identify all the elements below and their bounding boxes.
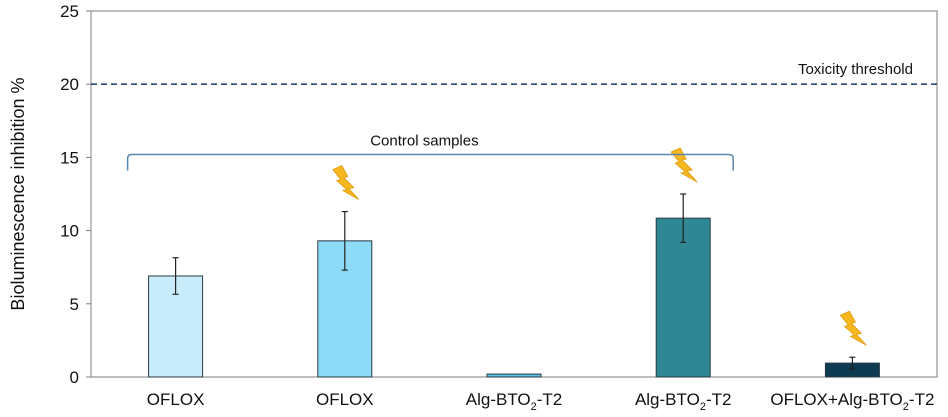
control-samples-bracket: Control samples [126,132,734,171]
x-tick-label: Alg-BTO2-T2 [635,390,732,413]
x-tick-label: Alg-BTO2-T2 [466,390,563,413]
error-bar [680,193,687,243]
error-bar [172,257,179,295]
x-tick-label: OFLOX+Alg-BTO2-T2 [770,390,934,413]
y-tick-label: 20 [60,75,79,94]
y-tick-label: 15 [60,148,79,167]
y-axis-ticks: 0 5 10 15 20 25 [60,2,91,387]
error-bar [341,210,348,271]
error-bars [172,193,856,370]
lightning-icons [332,147,867,346]
toxicity-threshold-label: Toxicity threshold [798,61,913,78]
y-tick-label: 0 [70,368,79,387]
x-axis-labels: OFLOX OFLOX Alg-BTO2-T2 Alg-BTO2-T2 OFLOX+Al… [147,390,935,413]
lightning-bolt-icon [670,147,698,183]
bar [486,373,542,378]
y-tick-label: 5 [70,295,79,314]
y-tick-label: 10 [60,222,79,241]
bar [655,217,711,378]
x-tick-label: OFLOX [147,390,205,409]
bracket-line [126,153,734,171]
toxicity-threshold: Toxicity threshold [91,61,937,85]
bars [148,217,880,378]
y-tick-label: 25 [60,2,79,21]
error-bar [849,356,856,370]
lightning-bolt-icon [839,310,867,346]
lightning-bolt-icon [332,165,360,200]
y-axis-label: Bioluminescence inhibition % [8,77,28,310]
bracket-label: Control samples [370,132,478,149]
x-tick-label: OFLOX [316,390,374,409]
